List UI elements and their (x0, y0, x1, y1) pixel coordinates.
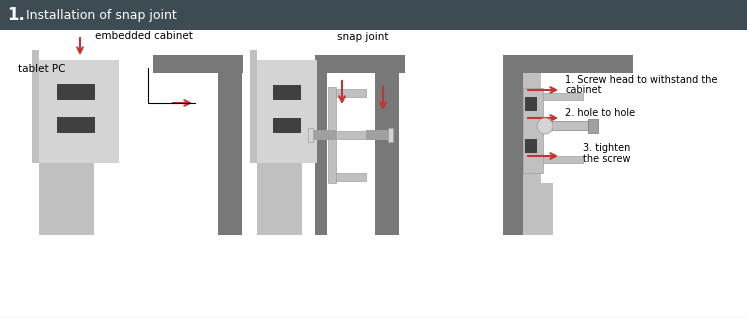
Bar (250, 50, 257, 60)
Bar (336, 89, 366, 97)
Bar (366, 130, 388, 140)
Bar (257, 163, 302, 235)
Bar (553, 122, 588, 130)
Bar (525, 97, 537, 111)
Text: tablet PC: tablet PC (18, 64, 66, 74)
Bar (503, 73, 523, 235)
Bar (218, 73, 242, 235)
Bar (388, 128, 393, 142)
Bar (257, 60, 317, 163)
Bar (523, 183, 553, 235)
Text: embedded cabinet: embedded cabinet (95, 31, 193, 41)
Bar (315, 55, 405, 73)
Bar (525, 139, 537, 153)
Bar (57, 84, 95, 100)
Bar (336, 173, 366, 181)
Bar (543, 93, 583, 100)
Bar (308, 128, 313, 142)
Bar (523, 88, 543, 173)
Bar (250, 60, 257, 163)
Bar (336, 131, 366, 139)
Bar (39, 60, 119, 163)
Text: the screw: the screw (583, 154, 630, 164)
Bar (543, 121, 593, 131)
Bar (315, 73, 327, 235)
Text: cabinet: cabinet (565, 85, 601, 95)
Text: 3. tighten: 3. tighten (583, 143, 630, 153)
Text: 2. hole to hole: 2. hole to hole (565, 108, 635, 118)
Bar (32, 60, 39, 163)
Circle shape (537, 118, 553, 134)
Bar (32, 50, 39, 60)
Bar (543, 156, 583, 163)
Bar (588, 119, 598, 133)
Bar (39, 198, 94, 235)
Bar (503, 55, 633, 73)
Text: snap joint: snap joint (337, 32, 388, 42)
Bar (57, 117, 95, 133)
Text: Installation of snap joint: Installation of snap joint (22, 9, 177, 22)
Bar (0, 0, 747, 30)
Bar (375, 73, 399, 235)
Bar (273, 85, 301, 100)
Bar (273, 118, 301, 133)
Bar (523, 73, 541, 183)
Bar (153, 55, 243, 73)
Text: 1. Screw head to withstand the: 1. Screw head to withstand the (565, 75, 718, 85)
Text: 1.: 1. (7, 6, 25, 24)
Bar (328, 87, 336, 183)
Bar (39, 163, 94, 198)
Bar (310, 130, 336, 140)
